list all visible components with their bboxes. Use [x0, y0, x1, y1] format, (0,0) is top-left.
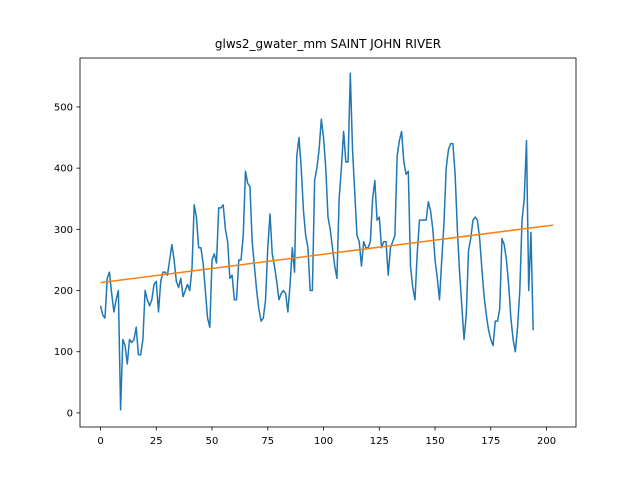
plot-frame: [79, 57, 577, 428]
trend-line: [100, 224, 554, 284]
x-tick-label: 100: [314, 436, 333, 447]
x-axis: 0 25 50 75 100 125 150 175 200: [97, 427, 556, 447]
y-axis: 0 100 200 300 400 500: [54, 102, 80, 419]
y-tick-label: 0: [67, 408, 73, 419]
x-tick-label: 175: [481, 436, 500, 447]
x-tick-label: 0: [97, 436, 103, 447]
y-tick-label: 200: [54, 286, 73, 297]
x-tick-label: 50: [206, 436, 219, 447]
x-tick-label: 125: [370, 436, 389, 447]
series-line: [99, 72, 534, 411]
y-tick-label: 300: [54, 225, 73, 236]
x-tick-label: 150: [426, 436, 445, 447]
y-tick-label: 100: [54, 347, 73, 358]
chart-title: glws2_gwater_mm SAINT JOHN RIVER: [215, 37, 441, 51]
plot-area: [99, 72, 554, 411]
x-tick-label: 25: [150, 436, 163, 447]
x-tick-label: 75: [261, 436, 274, 447]
y-tick-label: 400: [54, 164, 73, 175]
x-tick-label: 200: [537, 436, 556, 447]
y-tick-label: 500: [54, 102, 73, 113]
